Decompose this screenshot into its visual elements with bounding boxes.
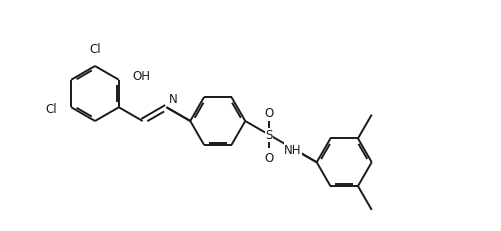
Text: Cl: Cl xyxy=(89,43,101,56)
Text: NH: NH xyxy=(284,143,301,156)
Text: O: O xyxy=(264,106,273,119)
Text: S: S xyxy=(265,129,272,142)
Text: N: N xyxy=(169,92,177,105)
Text: O: O xyxy=(264,151,273,164)
Text: Cl: Cl xyxy=(46,102,57,115)
Text: OH: OH xyxy=(133,70,150,83)
